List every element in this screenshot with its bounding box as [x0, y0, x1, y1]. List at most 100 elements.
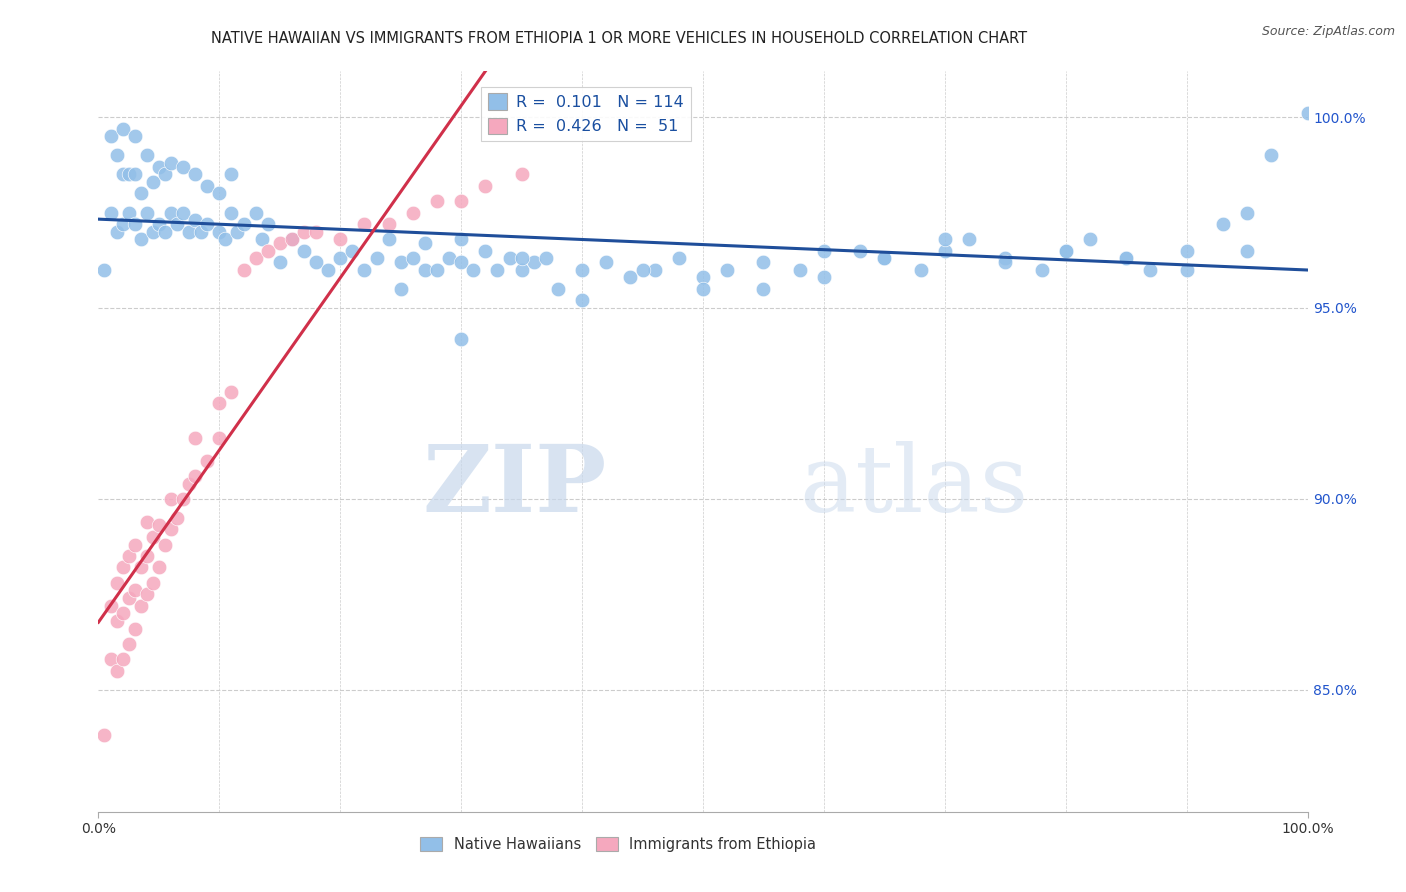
Point	[232, 217, 254, 231]
Point	[245, 205, 267, 219]
Point	[329, 232, 352, 246]
Point	[316, 262, 339, 277]
Point	[377, 232, 399, 246]
Point	[195, 453, 218, 467]
Point	[269, 236, 291, 251]
Point	[353, 217, 375, 231]
Point	[172, 160, 194, 174]
Point	[474, 178, 496, 193]
Point	[142, 225, 165, 239]
Point	[1139, 262, 1161, 277]
Point	[100, 205, 122, 219]
Point	[129, 186, 152, 201]
Point	[142, 175, 165, 189]
Point	[256, 244, 278, 258]
Point	[124, 538, 146, 552]
Point	[450, 194, 472, 208]
Point	[111, 217, 134, 231]
Point	[547, 282, 569, 296]
Point	[849, 244, 872, 258]
Point	[100, 652, 122, 666]
Point	[184, 469, 207, 483]
Point	[135, 515, 157, 529]
Point	[118, 549, 141, 563]
Point	[402, 205, 425, 219]
Point	[100, 129, 122, 144]
Point	[148, 160, 170, 174]
Point	[142, 575, 165, 590]
Point	[1175, 244, 1198, 258]
Point	[118, 205, 141, 219]
Point	[934, 244, 956, 258]
Point	[118, 637, 141, 651]
Point	[450, 331, 472, 345]
Point	[100, 599, 122, 613]
Point	[1212, 217, 1234, 231]
Point	[179, 476, 201, 491]
Point	[245, 252, 267, 266]
Point	[474, 244, 496, 258]
Point	[118, 591, 141, 605]
Point	[342, 244, 364, 258]
Point	[813, 270, 835, 285]
Point	[1054, 244, 1077, 258]
Point	[148, 560, 170, 574]
Text: ZIP: ZIP	[422, 441, 606, 531]
Legend: Native Hawaiians, Immigrants from Ethiopia: Native Hawaiians, Immigrants from Ethiop…	[415, 831, 823, 858]
Point	[510, 252, 533, 266]
Point	[195, 178, 218, 193]
Point	[179, 225, 201, 239]
Point	[692, 270, 714, 285]
Point	[752, 255, 775, 269]
Point	[153, 168, 176, 182]
Point	[124, 129, 146, 144]
Point	[124, 622, 146, 636]
Point	[221, 168, 243, 182]
Point	[214, 232, 236, 246]
Point	[124, 168, 146, 182]
Point	[668, 252, 690, 266]
Point	[111, 168, 134, 182]
Point	[111, 607, 134, 621]
Text: Source: ZipAtlas.com: Source: ZipAtlas.com	[1261, 25, 1395, 38]
Point	[644, 262, 666, 277]
Point	[208, 186, 231, 201]
Point	[129, 232, 152, 246]
Point	[111, 560, 134, 574]
Point	[111, 652, 134, 666]
Point	[1054, 244, 1077, 258]
Point	[93, 728, 115, 742]
Point	[142, 530, 165, 544]
Point	[153, 538, 176, 552]
Point	[111, 121, 134, 136]
Point	[105, 614, 128, 628]
Point	[934, 232, 956, 246]
Point	[208, 396, 231, 410]
Point	[873, 252, 896, 266]
Point	[269, 255, 291, 269]
Point	[135, 205, 157, 219]
Point	[789, 262, 811, 277]
Point	[184, 431, 207, 445]
Point	[172, 205, 194, 219]
Point	[498, 252, 520, 266]
Point	[329, 252, 352, 266]
Point	[160, 156, 183, 170]
Point	[190, 225, 212, 239]
Point	[595, 255, 617, 269]
Point	[166, 217, 188, 231]
Point	[160, 522, 183, 536]
Point	[1031, 262, 1053, 277]
Point	[402, 252, 425, 266]
Point	[129, 560, 152, 574]
Point	[93, 262, 115, 277]
Point	[160, 491, 183, 506]
Point	[305, 255, 328, 269]
Point	[377, 217, 399, 231]
Text: NATIVE HAWAIIAN VS IMMIGRANTS FROM ETHIOPIA 1 OR MORE VEHICLES IN HOUSEHOLD CORR: NATIVE HAWAIIAN VS IMMIGRANTS FROM ETHIO…	[211, 31, 1026, 46]
Point	[389, 282, 412, 296]
Point	[510, 262, 533, 277]
Point	[752, 282, 775, 296]
Point	[160, 205, 183, 219]
Point	[1115, 252, 1137, 266]
